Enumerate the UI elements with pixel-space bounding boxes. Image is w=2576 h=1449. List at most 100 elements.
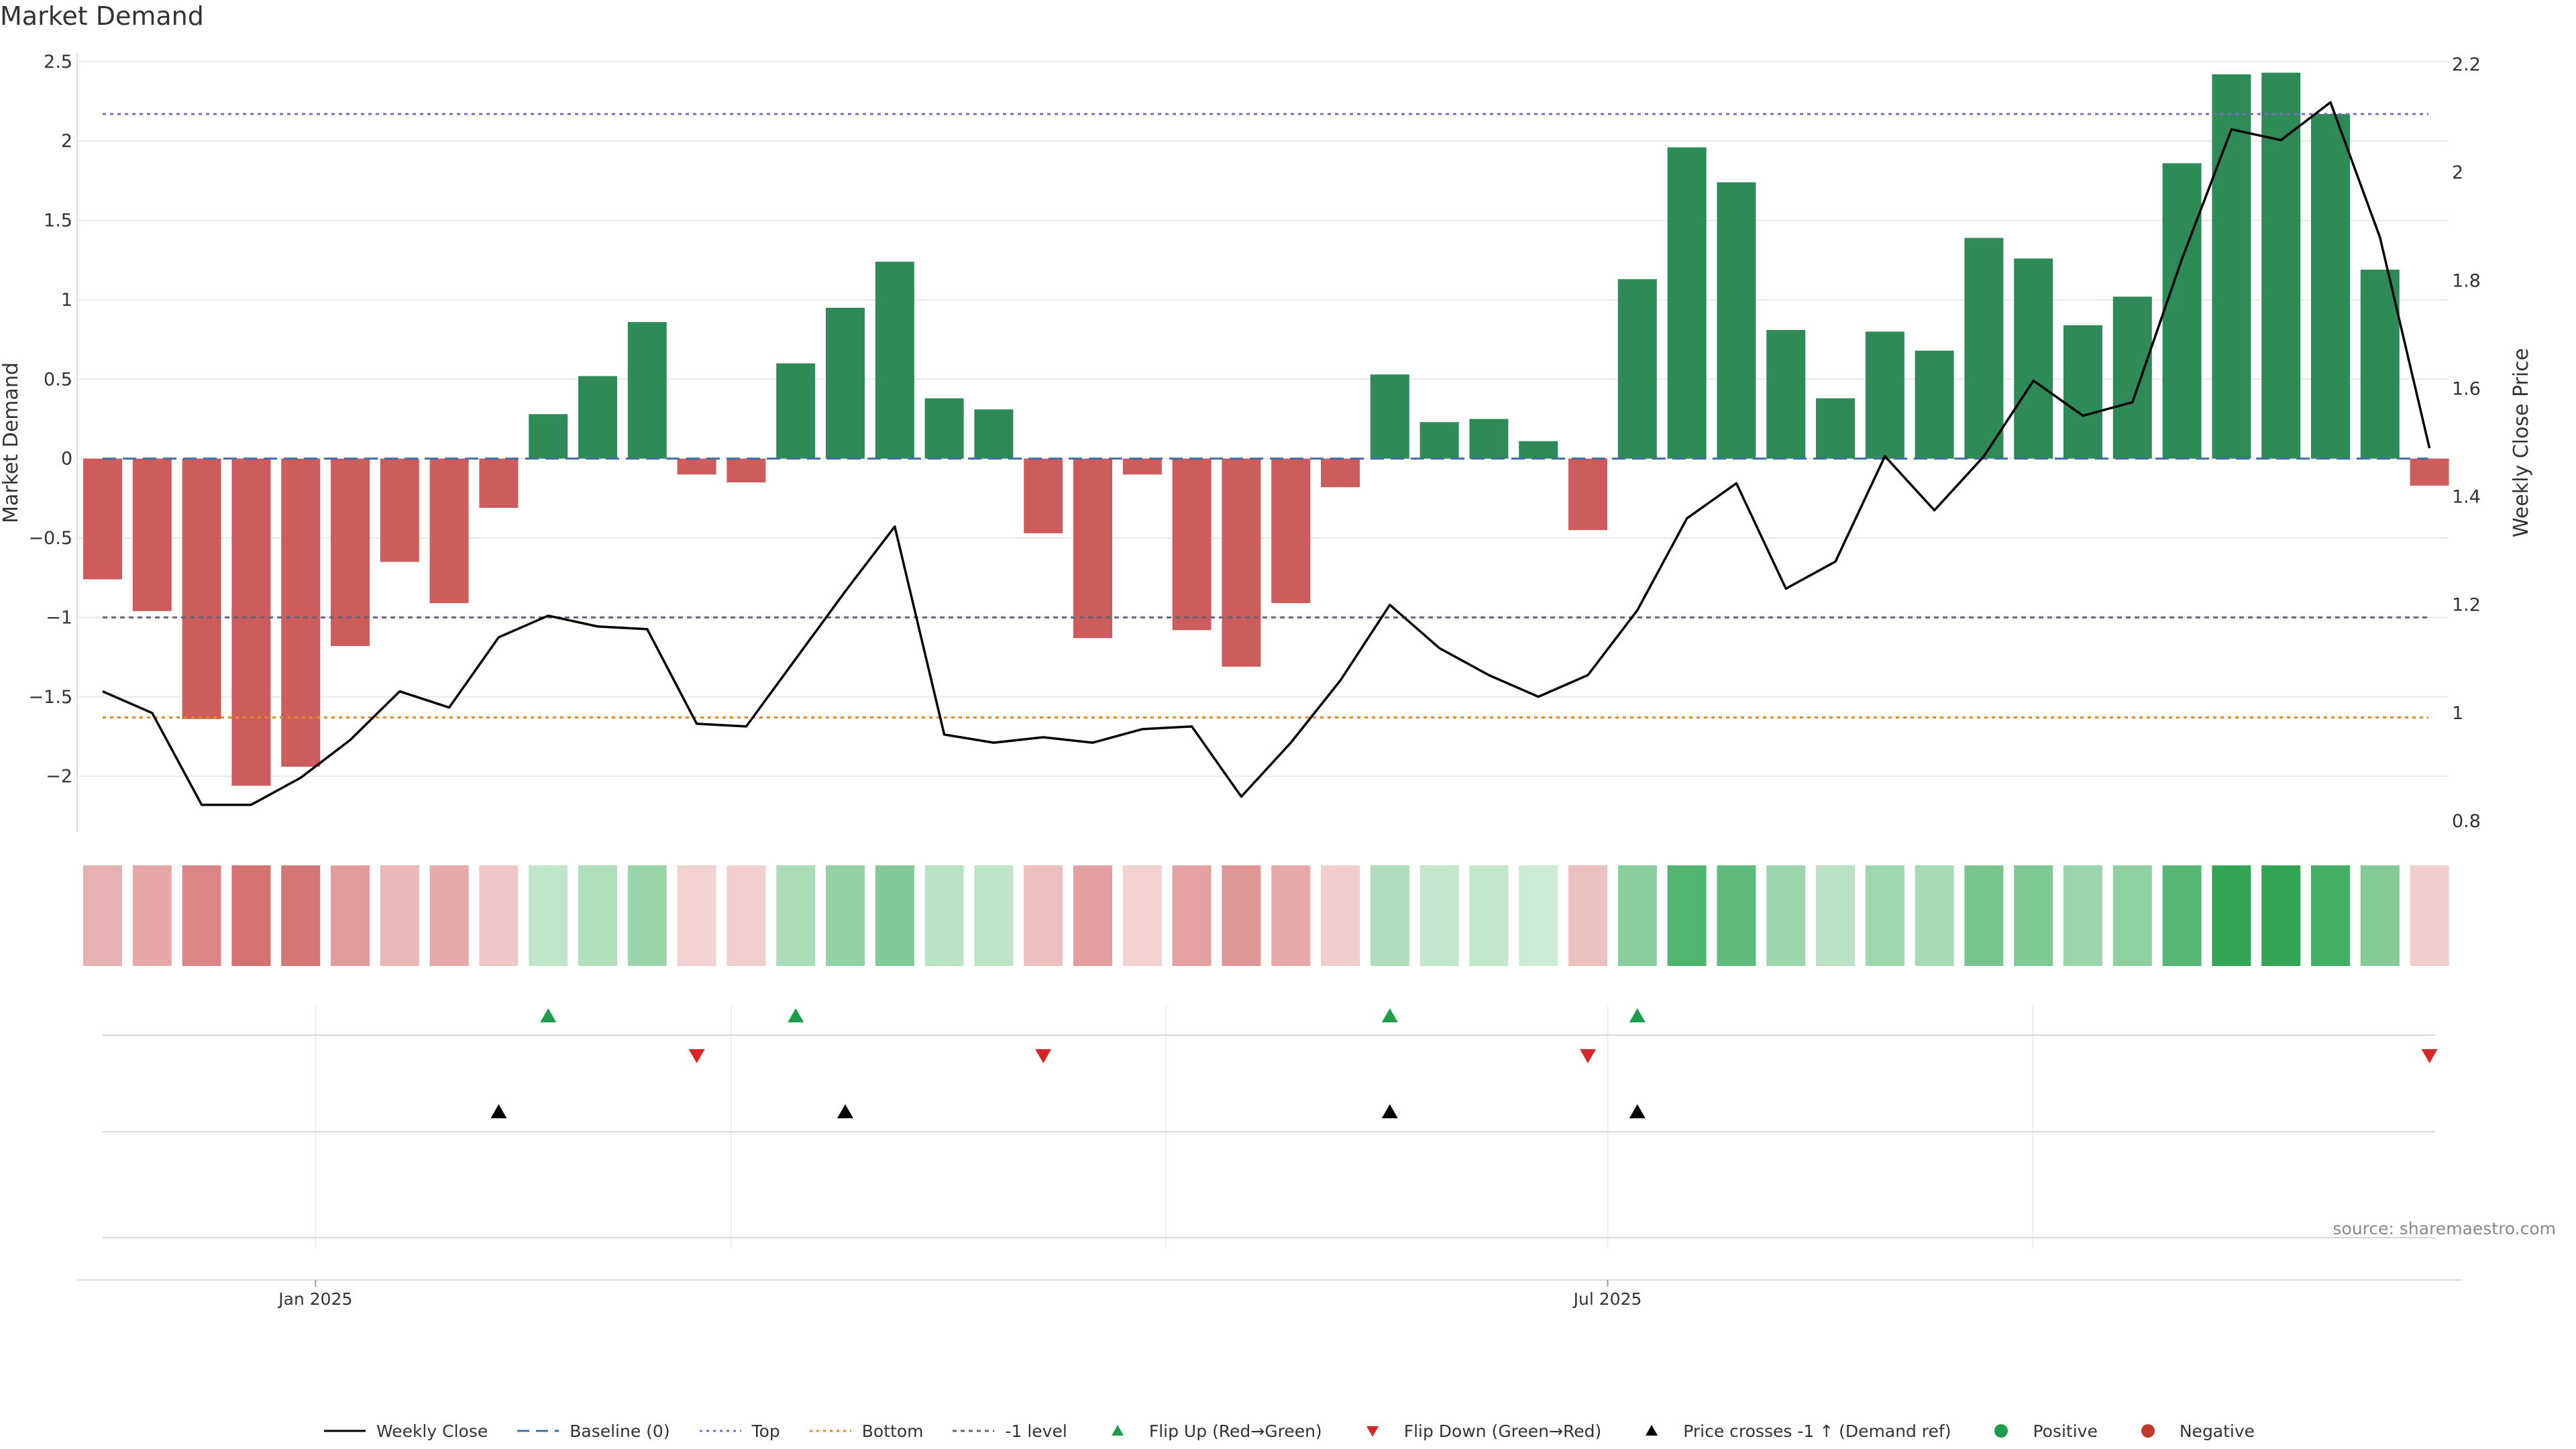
- demand-bar: [2162, 163, 2202, 459]
- demand-bar: [826, 307, 865, 459]
- heat-cell: [2410, 865, 2449, 966]
- legend-label: Bottom: [861, 1421, 924, 1441]
- demand-bar: [429, 458, 469, 604]
- y2-tick-label: 1.6: [2452, 378, 2481, 399]
- heat-cell: [1122, 865, 1162, 966]
- demand-bar: [231, 458, 271, 786]
- price-cross-marker: [1381, 1104, 1398, 1118]
- legend-item: Price crosses -1 ↑ (Demand ref): [1628, 1421, 1951, 1441]
- demand-bar: [1073, 458, 1112, 639]
- flip-up-marker: [1381, 1008, 1398, 1022]
- flip-up-marker: [1629, 1008, 1646, 1022]
- y-tick-label: 0.5: [44, 369, 72, 390]
- y-tick-label: −1.5: [28, 687, 72, 708]
- demand-bar: [1964, 237, 2004, 459]
- demand-bar: [2014, 258, 2053, 459]
- demand-bar: [974, 409, 1014, 459]
- heat-cell: [2014, 865, 2053, 966]
- heat-cell: [1172, 865, 1212, 966]
- heat-cell: [281, 865, 321, 966]
- legend-symbol: [323, 1430, 366, 1432]
- y2-tick-label: 2: [2452, 162, 2463, 183]
- x-tick-label: Jul 2025: [1572, 1289, 1642, 1309]
- legend-item: Baseline (0): [515, 1421, 670, 1441]
- demand-bar: [380, 458, 419, 562]
- heat-cell: [1964, 865, 2004, 966]
- heat-cell: [529, 865, 568, 966]
- legend-label: Weekly Close: [376, 1421, 488, 1441]
- legend-label: Flip Up (Red→Green): [1148, 1421, 1322, 1441]
- demand-bar: [776, 363, 816, 459]
- heat-cell: [380, 865, 419, 966]
- legend-symbol: [699, 1430, 741, 1432]
- legend-item: Negative: [2125, 1421, 2255, 1441]
- source-note: source: sharemaestro.com: [2332, 1219, 2557, 1238]
- price-cross-marker: [837, 1104, 853, 1118]
- heat-cell: [974, 865, 1014, 966]
- demand-bar: [1122, 458, 1162, 475]
- heat-cell: [1073, 865, 1112, 966]
- heat-cell: [1816, 865, 1855, 966]
- heat-cell: [826, 865, 865, 966]
- legend-item: -1 level: [950, 1421, 1067, 1441]
- heat-cell: [1469, 865, 1509, 966]
- demand-bar: [578, 376, 617, 459]
- heat-cell: [2261, 865, 2301, 966]
- demand-bar: [1172, 458, 1212, 631]
- legend-label: Baseline (0): [570, 1421, 670, 1441]
- heat-cell: [331, 865, 370, 966]
- heat-cell: [578, 865, 617, 966]
- demand-bar: [281, 458, 321, 767]
- demand-bar: [2311, 113, 2350, 459]
- heat-cell: [429, 865, 469, 966]
- legend-item: Flip Up (Red→Green): [1094, 1421, 1322, 1441]
- y2-tick-label: 1.2: [2452, 595, 2481, 616]
- flip-down-marker: [1580, 1049, 1596, 1063]
- heat-cell: [1222, 865, 1261, 966]
- legend-symbol: [809, 1430, 851, 1432]
- weekly-close-line: [102, 101, 2431, 806]
- y-tick-label: 1.5: [44, 211, 72, 231]
- heat-cell: [479, 865, 519, 966]
- demand-bar: [479, 458, 519, 508]
- heat-cell: [677, 865, 716, 966]
- heat-cell: [132, 865, 172, 966]
- y2-axis-label: Weekly Close Price: [2510, 348, 2533, 537]
- heat-cell: [1865, 865, 1904, 966]
- demand-bar: [1321, 458, 1360, 488]
- heat-cell: [2212, 865, 2251, 966]
- demand-bar: [1568, 458, 1607, 531]
- demand-bar: [132, 458, 172, 611]
- legend-label: Flip Down (Green→Red): [1403, 1421, 1602, 1441]
- heat-cell: [776, 865, 816, 966]
- price-cross-marker: [490, 1104, 507, 1118]
- demand-bar: [2112, 297, 2152, 459]
- heat-cell: [2311, 865, 2350, 966]
- demand-bar: [2410, 458, 2449, 486]
- demand-bar: [1816, 398, 1855, 459]
- legend-item: Top: [697, 1421, 780, 1441]
- legend-label: -1 level: [1005, 1421, 1067, 1441]
- demand-bar: [2360, 269, 2400, 459]
- heat-cell: [1617, 865, 1657, 966]
- heat-cell: [1024, 865, 1063, 966]
- legend-item: Bottom: [807, 1421, 924, 1441]
- demand-bar: [331, 458, 370, 647]
- demand-bar: [1469, 419, 1509, 459]
- y-tick-label: 1: [61, 290, 72, 311]
- legend-label: Negative: [2179, 1421, 2255, 1441]
- flip-down-marker: [2421, 1049, 2438, 1063]
- flip-down-marker: [1035, 1049, 1052, 1063]
- demand-bar: [727, 458, 766, 483]
- heat-cell: [1766, 865, 1806, 966]
- demand-bar: [875, 262, 914, 459]
- demand-bar: [1667, 147, 1707, 459]
- y2-tick-label: 1.8: [2452, 270, 2481, 291]
- chart-legend: Weekly Close Baseline (0) Top Bottom -1 leve…: [0, 1421, 2576, 1441]
- y-tick-label: 2: [61, 131, 72, 152]
- heat-cell: [2063, 865, 2102, 966]
- heat-cell: [924, 865, 964, 966]
- legend-item: Positive: [1978, 1421, 2098, 1441]
- heat-cell: [1717, 865, 1756, 966]
